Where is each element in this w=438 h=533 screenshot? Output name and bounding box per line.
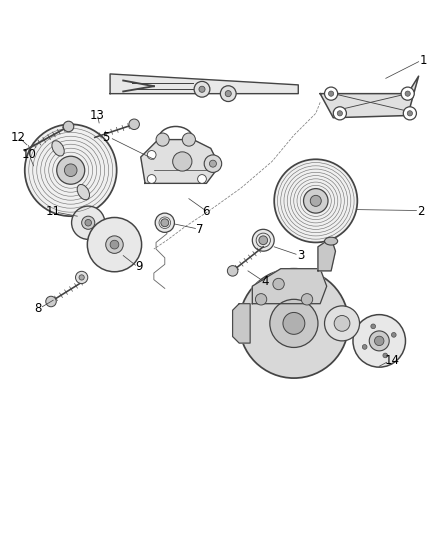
Circle shape: [272, 278, 284, 290]
Circle shape: [274, 159, 357, 243]
Circle shape: [182, 133, 195, 146]
Circle shape: [87, 217, 141, 272]
Ellipse shape: [77, 184, 89, 200]
Circle shape: [204, 155, 221, 172]
Circle shape: [209, 160, 216, 167]
Circle shape: [25, 124, 117, 216]
Polygon shape: [141, 140, 219, 183]
Circle shape: [160, 219, 168, 227]
Text: 6: 6: [202, 205, 210, 219]
Circle shape: [197, 175, 206, 183]
Circle shape: [79, 275, 84, 280]
Circle shape: [106, 236, 123, 253]
Circle shape: [400, 87, 413, 100]
Circle shape: [368, 331, 389, 351]
Circle shape: [406, 111, 412, 116]
Circle shape: [255, 294, 266, 305]
Circle shape: [155, 133, 169, 146]
Text: 11: 11: [46, 205, 60, 219]
Circle shape: [303, 189, 327, 213]
Circle shape: [310, 195, 321, 206]
Text: 9: 9: [134, 260, 142, 273]
Ellipse shape: [324, 237, 337, 245]
Circle shape: [85, 220, 91, 226]
Circle shape: [269, 300, 317, 348]
Circle shape: [374, 336, 383, 345]
Circle shape: [129, 119, 139, 130]
Circle shape: [225, 91, 231, 96]
Polygon shape: [319, 76, 418, 118]
Polygon shape: [110, 74, 297, 94]
Circle shape: [147, 175, 155, 183]
Circle shape: [110, 240, 119, 249]
Text: 4: 4: [261, 276, 268, 288]
Circle shape: [46, 296, 56, 307]
Circle shape: [352, 314, 405, 367]
Circle shape: [336, 111, 342, 116]
Circle shape: [332, 107, 346, 120]
Circle shape: [239, 269, 348, 378]
Text: 14: 14: [384, 354, 399, 367]
Circle shape: [324, 306, 359, 341]
Circle shape: [252, 229, 274, 251]
Text: 10: 10: [21, 148, 36, 161]
Circle shape: [220, 86, 236, 101]
Polygon shape: [317, 238, 335, 271]
Circle shape: [64, 164, 77, 176]
Circle shape: [75, 271, 88, 284]
Text: 5: 5: [102, 131, 109, 144]
Text: 1: 1: [418, 54, 426, 67]
Circle shape: [361, 344, 366, 349]
Circle shape: [370, 324, 374, 329]
Polygon shape: [252, 269, 326, 304]
Circle shape: [63, 121, 74, 132]
Text: 7: 7: [196, 223, 203, 236]
Circle shape: [194, 82, 209, 97]
Text: 12: 12: [11, 131, 26, 144]
Circle shape: [324, 87, 337, 100]
Circle shape: [328, 91, 333, 96]
Circle shape: [258, 236, 267, 245]
Circle shape: [198, 86, 205, 92]
Text: 13: 13: [89, 109, 104, 122]
Circle shape: [404, 91, 410, 96]
Text: 8: 8: [34, 302, 42, 314]
Ellipse shape: [52, 141, 64, 156]
Circle shape: [147, 150, 155, 159]
Circle shape: [300, 294, 312, 305]
Circle shape: [391, 333, 395, 337]
Circle shape: [227, 265, 237, 276]
Text: 3: 3: [296, 249, 304, 262]
Circle shape: [403, 107, 416, 120]
Circle shape: [382, 353, 387, 358]
Circle shape: [71, 206, 105, 239]
Circle shape: [57, 156, 85, 184]
Circle shape: [155, 213, 174, 232]
Circle shape: [81, 216, 95, 229]
Circle shape: [333, 316, 349, 332]
Circle shape: [172, 152, 191, 171]
Circle shape: [283, 312, 304, 334]
Polygon shape: [232, 304, 250, 343]
Text: 2: 2: [416, 205, 424, 219]
